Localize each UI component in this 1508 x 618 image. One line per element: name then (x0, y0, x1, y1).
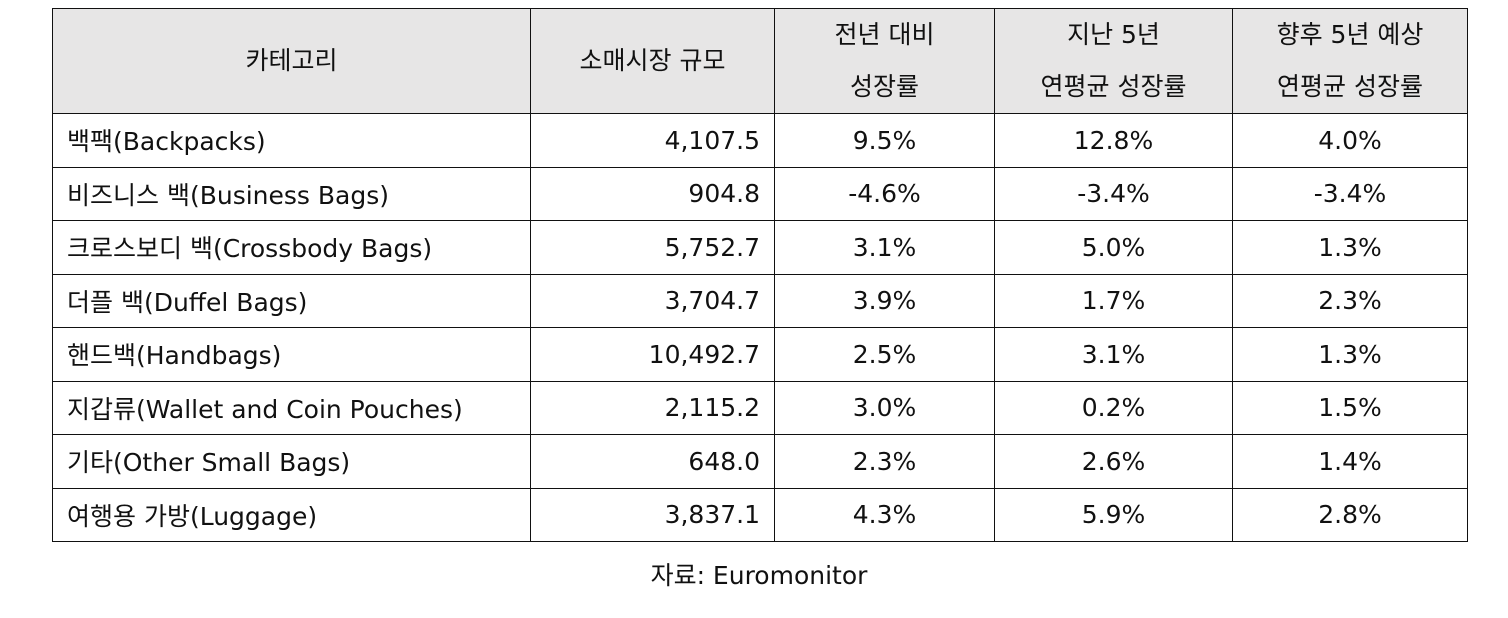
cell-next5-cagr: -3.4% (1232, 166, 1468, 221)
header-row: 카테고리 소매시장 규모 전년 대비 성장률 지난 5년 연평균 성장률 향후 … (52, 8, 1468, 114)
header-category: 카테고리 (52, 8, 531, 114)
cell-category: 핸드백(Handbags) (52, 327, 531, 382)
source-note: 자료: Euromonitor (650, 561, 868, 590)
cell-yoy-growth: 3.9% (774, 273, 995, 328)
market-table: 카테고리 소매시장 규모 전년 대비 성장률 지난 5년 연평균 성장률 향후 … (52, 8, 1468, 542)
cell-yoy-growth: -4.6% (774, 166, 995, 221)
table-row: 지갑류(Wallet and Coin Pouches) 2,115.2 3.0… (52, 380, 1468, 435)
cell-next5-cagr: 1.5% (1232, 380, 1468, 435)
cell-category: 여행용 가방(Luggage) (52, 487, 531, 542)
cell-market-size: 4,107.5 (530, 113, 775, 168)
cell-next5-cagr: 1.3% (1232, 220, 1468, 275)
cell-category: 크로스보디 백(Crossbody Bags) (52, 220, 531, 275)
cell-market-size: 10,492.7 (530, 327, 775, 382)
header-yoy-growth-line1: 전년 대비 (834, 20, 935, 49)
table-row: 크로스보디 백(Crossbody Bags) 5,752.7 3.1% 5.0… (52, 220, 1468, 275)
header-next5-cagr-line2: 연평균 성장률 (1277, 72, 1423, 101)
cell-category: 백팩(Backpacks) (52, 113, 531, 168)
cell-category: 기타(Other Small Bags) (52, 434, 531, 489)
cell-yoy-growth: 4.3% (774, 487, 995, 542)
cell-next5-cagr: 1.4% (1232, 434, 1468, 489)
table-row: 비즈니스 백(Business Bags) 904.8 -4.6% -3.4% … (52, 166, 1468, 221)
header-next5-cagr: 향후 5년 예상 연평균 성장률 (1232, 8, 1468, 114)
cell-past5-cagr: 0.2% (994, 380, 1233, 435)
cell-market-size: 3,837.1 (530, 487, 775, 542)
cell-market-size: 3,704.7 (530, 273, 775, 328)
cell-next5-cagr: 2.8% (1232, 487, 1468, 542)
cell-yoy-growth: 3.0% (774, 380, 995, 435)
cell-next5-cagr: 1.3% (1232, 327, 1468, 382)
header-past5-cagr-line2: 연평균 성장률 (1040, 72, 1187, 101)
cell-next5-cagr: 2.3% (1232, 273, 1468, 328)
table-row: 더플 백(Duffel Bags) 3,704.7 3.9% 1.7% 2.3% (52, 273, 1468, 328)
cell-past5-cagr: -3.4% (994, 166, 1233, 221)
cell-category: 비즈니스 백(Business Bags) (52, 166, 531, 221)
header-yoy-growth-line2: 성장률 (849, 72, 919, 101)
header-category-line1: 카테고리 (245, 46, 338, 75)
cell-yoy-growth: 2.3% (774, 434, 995, 489)
cell-market-size: 904.8 (530, 166, 775, 221)
cell-past5-cagr: 5.9% (994, 487, 1233, 542)
table-row: 여행용 가방(Luggage) 3,837.1 4.3% 5.9% 2.8% (52, 487, 1468, 542)
table-row: 기타(Other Small Bags) 648.0 2.3% 2.6% 1.4… (52, 434, 1468, 489)
cell-past5-cagr: 2.6% (994, 434, 1233, 489)
cell-market-size: 5,752.7 (530, 220, 775, 275)
header-market-size-line1: 소매시장 규모 (579, 46, 726, 75)
cell-next5-cagr: 4.0% (1232, 113, 1468, 168)
table-row: 백팩(Backpacks) 4,107.5 9.5% 12.8% 4.0% (52, 113, 1468, 168)
cell-past5-cagr: 3.1% (994, 327, 1233, 382)
cell-yoy-growth: 3.1% (774, 220, 995, 275)
cell-past5-cagr: 1.7% (994, 273, 1233, 328)
header-past5-cagr-line1: 지난 5년 (1067, 20, 1160, 49)
cell-market-size: 648.0 (530, 434, 775, 489)
cell-past5-cagr: 12.8% (994, 113, 1233, 168)
header-yoy-growth: 전년 대비 성장률 (774, 8, 995, 114)
cell-past5-cagr: 5.0% (994, 220, 1233, 275)
header-market-size: 소매시장 규모 (530, 8, 775, 114)
header-next5-cagr-line1: 향후 5년 예상 (1276, 20, 1424, 49)
header-past5-cagr: 지난 5년 연평균 성장률 (994, 8, 1233, 114)
cell-yoy-growth: 9.5% (774, 113, 995, 168)
cell-category: 지갑류(Wallet and Coin Pouches) (52, 380, 531, 435)
cell-market-size: 2,115.2 (530, 380, 775, 435)
cell-category: 더플 백(Duffel Bags) (52, 273, 531, 328)
table-row: 핸드백(Handbags) 10,492.7 2.5% 3.1% 1.3% (52, 327, 1468, 382)
cell-yoy-growth: 2.5% (774, 327, 995, 382)
